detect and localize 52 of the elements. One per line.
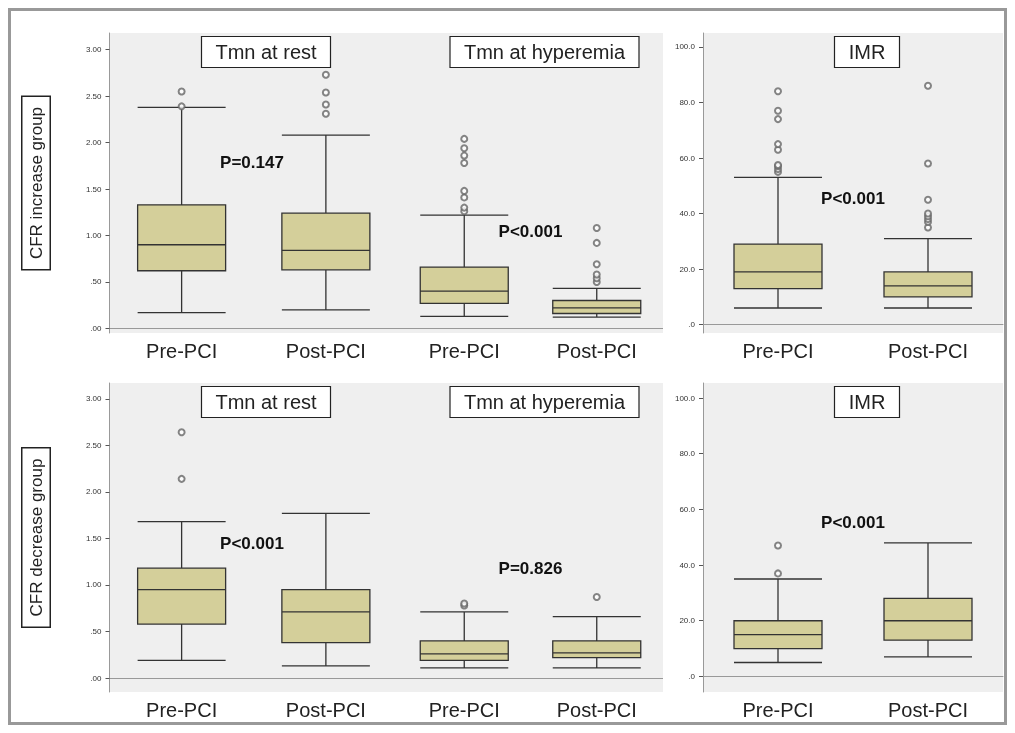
y-tick-label: .00 — [90, 323, 103, 333]
y-tick-label: 3.00 — [85, 394, 103, 404]
x-tick-label: Pre-PCI — [146, 699, 218, 721]
x-tick-label: Post-PCI — [556, 340, 637, 362]
y-tick-label: 60.0 — [679, 153, 696, 163]
x-tick-label: Post-PCI — [887, 340, 969, 362]
y-tick-label: .50 — [90, 277, 103, 287]
y-tick-label: 3.00 — [85, 45, 103, 55]
y-tick-label: .0 — [688, 320, 696, 330]
x-tick-label: Pre-PCI — [428, 340, 500, 362]
y-axis-title: CFR decrease group — [26, 458, 46, 617]
y-tick-label: 2.50 — [85, 440, 103, 450]
annotation: P<0.001 — [821, 188, 885, 208]
y-tick-label: 20.0 — [679, 616, 696, 626]
chart-title: Tmn at rest — [215, 391, 318, 413]
x-tick-label: Pre-PCI — [742, 699, 814, 721]
y-tick-label: .00 — [90, 673, 103, 683]
x-tick-label: Post-PCI — [285, 340, 366, 362]
x-tick-label: Pre-PCI — [428, 699, 500, 721]
x-tick-label: Post-PCI — [887, 699, 969, 721]
chart-title: Tmn at hyperemia — [463, 391, 626, 413]
chart-title: IMR — [848, 41, 886, 63]
y-tick-label: 100.0 — [674, 42, 696, 52]
annotation: P<0.001 — [821, 512, 885, 532]
annotation: P<0.001 — [220, 534, 284, 554]
y-tick-label: 2.50 — [85, 91, 103, 101]
y-tick-label: 40.0 — [679, 209, 696, 219]
y-tick-label: 100.0 — [674, 393, 696, 403]
y-tick-label: 2.00 — [85, 138, 103, 148]
y-tick-label: 1.00 — [85, 230, 103, 240]
y-tick-label: 60.0 — [679, 504, 696, 514]
y-tick-label: 2.00 — [85, 487, 103, 497]
chart-title: Tmn at hyperemia — [463, 41, 626, 63]
y-tick-label: 1.50 — [85, 533, 103, 543]
y-tick-label: 80.0 — [679, 449, 696, 459]
annotation: P<0.001 — [498, 221, 563, 241]
y-tick-label: 1.00 — [85, 580, 103, 590]
x-tick-label: Pre-PCI — [742, 340, 814, 362]
x-tick-label: Pre-PCI — [146, 340, 218, 362]
x-tick-label: Post-PCI — [285, 699, 366, 721]
annotation: P=0.826 — [498, 558, 563, 578]
chart-title: IMR — [848, 391, 886, 413]
annotation: P=0.147 — [220, 152, 284, 172]
y-tick-label: 20.0 — [679, 264, 696, 274]
x-tick-label: Post-PCI — [556, 699, 637, 721]
y-tick-label: .0 — [688, 671, 696, 681]
chart-title: Tmn at rest — [215, 41, 318, 63]
y-tick-label: 40.0 — [679, 560, 696, 570]
y-tick-label: 80.0 — [679, 97, 696, 107]
y-axis-title: CFR increase group — [26, 106, 46, 260]
y-tick-label: .50 — [90, 627, 103, 636]
y-tick-label: 1.50 — [85, 184, 103, 194]
